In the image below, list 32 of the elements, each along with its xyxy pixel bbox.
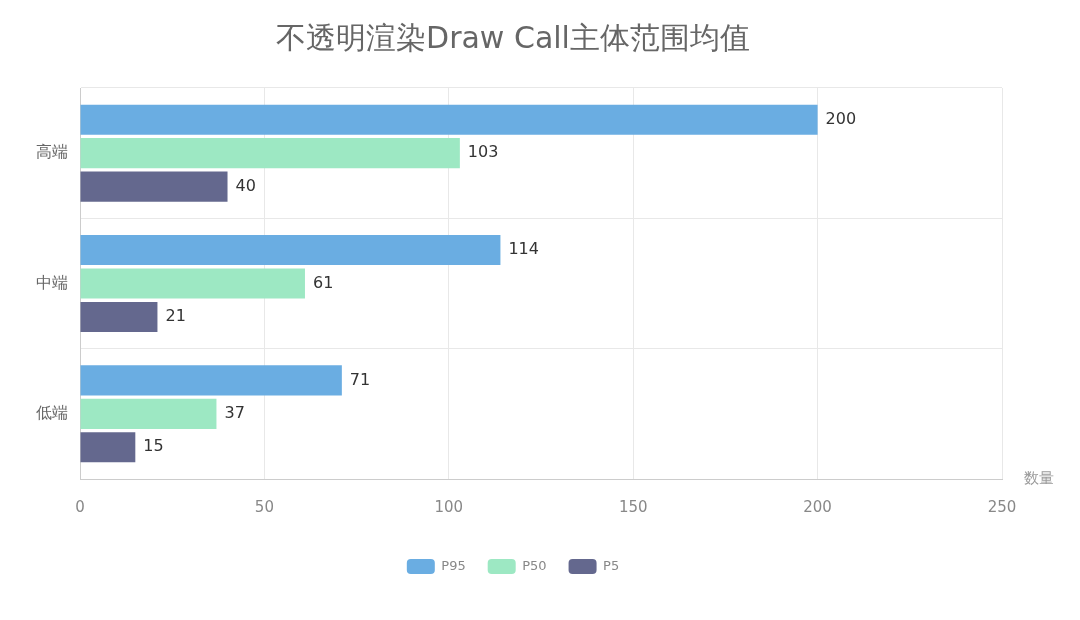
y-tick-label: 高端 xyxy=(36,142,68,162)
bar xyxy=(80,365,342,396)
data-label: 71 xyxy=(349,369,371,389)
x-tick-label: 150 xyxy=(618,497,648,516)
legend-label: P5 xyxy=(603,557,620,573)
data-label: 21 xyxy=(165,306,186,326)
x-tick-label: 50 xyxy=(254,497,274,516)
y-tick-label: 低端 xyxy=(36,402,68,422)
legend-label: P95 xyxy=(441,557,466,573)
x-axis-title: 数量 xyxy=(1024,468,1054,487)
bar xyxy=(80,171,228,202)
bar xyxy=(80,301,158,333)
bar xyxy=(80,398,217,429)
x-tick-label: 100 xyxy=(434,497,464,516)
data-label: 103 xyxy=(467,142,499,162)
bar xyxy=(80,104,818,135)
legend-label: P50 xyxy=(522,557,547,573)
bar xyxy=(80,432,136,463)
data-label: 114 xyxy=(508,239,539,259)
data-label: 37 xyxy=(224,402,245,422)
x-tick-label: 0 xyxy=(75,497,85,516)
data-label: 61 xyxy=(312,272,334,292)
chart-title: 不透明渲染Draw Call主体范围均值 xyxy=(276,19,750,55)
bar xyxy=(80,268,305,299)
y-tick-label: 中端 xyxy=(36,272,68,292)
bar xyxy=(80,234,501,266)
data-label: 15 xyxy=(143,436,164,456)
x-tick-label: 250 xyxy=(987,497,1017,516)
x-tick-label: 200 xyxy=(803,497,832,516)
bar xyxy=(80,138,460,169)
data-label: 200 xyxy=(825,108,857,128)
data-label: 40 xyxy=(235,175,256,195)
